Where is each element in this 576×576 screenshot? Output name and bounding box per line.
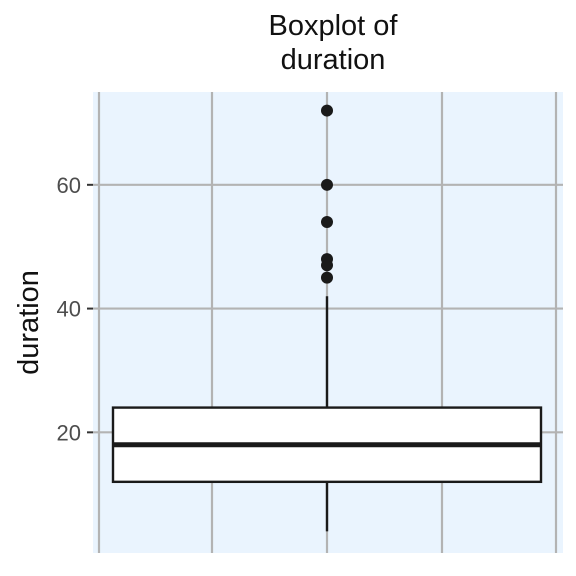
outlier-point — [321, 253, 333, 266]
outlier-point — [321, 271, 333, 284]
outlier-point — [321, 178, 333, 191]
outlier-point — [321, 215, 333, 228]
y-tick-label: 20 — [57, 420, 81, 445]
outlier-point — [321, 104, 333, 117]
y-axis: 20 40 60 — [57, 173, 93, 445]
y-tick-label: 60 — [57, 173, 81, 198]
chart-title-line-2: duration — [280, 44, 386, 76]
box — [111, 406, 543, 484]
chart-title-line-1: Boxplot of — [268, 10, 398, 42]
y-axis-label: duration — [13, 270, 45, 375]
y-tick-label: 40 — [57, 297, 81, 322]
outliers — [321, 104, 333, 284]
